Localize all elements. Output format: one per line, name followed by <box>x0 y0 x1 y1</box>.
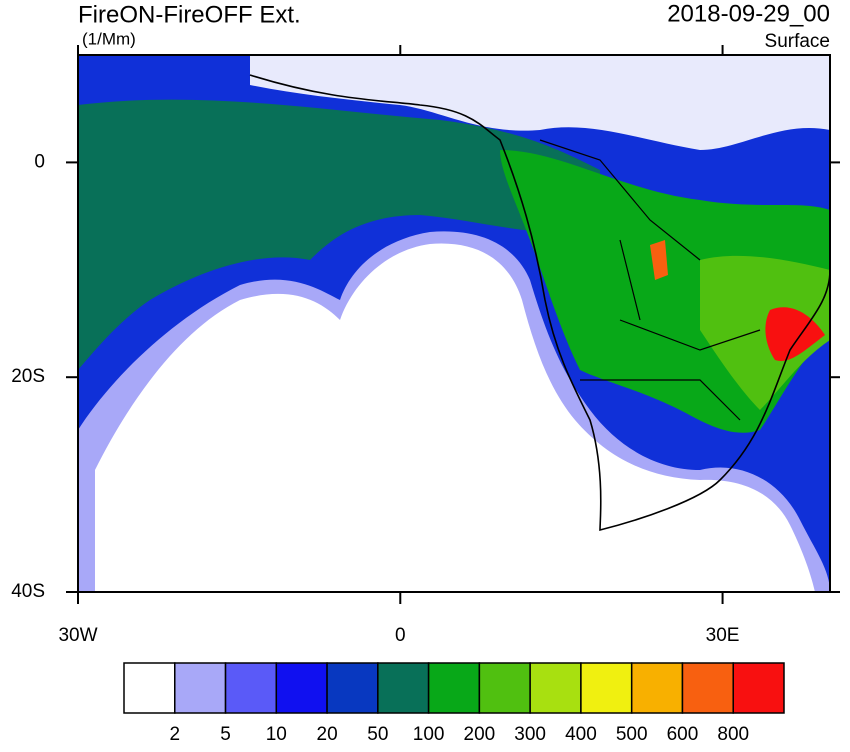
colorbar-box <box>427 662 481 714</box>
colorbar-label: 300 <box>514 724 546 745</box>
colorbar-box <box>580 662 633 714</box>
colorbar-label: 5 <box>220 724 231 745</box>
colorbar-box <box>377 662 430 714</box>
map-field <box>78 55 830 592</box>
y-tick-label: 40S <box>11 581 45 602</box>
colorbar-label: 100 <box>413 724 445 745</box>
colorbar-box <box>224 662 278 714</box>
date: 2018-09-29_00 <box>667 0 830 27</box>
borders <box>539 139 761 421</box>
colorbar-box <box>326 662 379 714</box>
field-clean <box>95 243 815 592</box>
colorbar-box <box>732 662 785 714</box>
colorbar-box <box>630 662 684 714</box>
x-tick-label: 0 <box>395 625 406 646</box>
colorbar-label: 20 <box>317 724 338 745</box>
colorbar-box <box>275 662 328 714</box>
field-north <box>250 55 830 150</box>
colorbar-label: 2 <box>169 724 180 745</box>
colorbar-box <box>478 662 531 714</box>
colorbar-label: 400 <box>565 724 597 745</box>
colorbar-label: 800 <box>717 724 749 745</box>
x-tick-label: 30E <box>706 625 740 646</box>
field-peak <box>650 240 668 280</box>
ticks: 30W 0 30E 0 20S 40S <box>11 45 840 646</box>
colorbar-box <box>174 662 227 714</box>
colorbar-label: 200 <box>464 724 496 745</box>
colorbar-label: 600 <box>667 724 699 745</box>
y-tick-label: 0 <box>34 151 45 172</box>
field-band <box>78 99 600 371</box>
colorbar-box <box>123 662 176 714</box>
units: (1/Mm) <box>82 29 136 48</box>
y-tick-label: 20S <box>11 366 45 387</box>
colorbar-box <box>529 662 582 714</box>
level: Surface <box>765 31 830 52</box>
x-tick-label: 30W <box>58 625 97 646</box>
map-frame <box>77 54 831 593</box>
title: FireON-FireOFF Ext. <box>78 1 301 28</box>
colorbar-box <box>681 662 734 714</box>
colorbar-label: 10 <box>266 724 287 745</box>
coastline <box>249 74 830 532</box>
field-land-high <box>700 255 830 410</box>
colorbar-label: 50 <box>367 724 388 745</box>
colorbar: 2 5 10 20 50 100 200 300 400 500 600 800 <box>123 662 785 745</box>
colorbar-label: 500 <box>616 724 648 745</box>
